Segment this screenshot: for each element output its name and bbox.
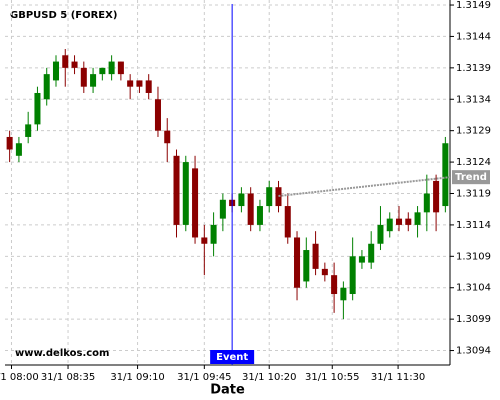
candle-body	[173, 155, 180, 225]
x-axis-label: Date	[210, 383, 245, 398]
event-label: Event	[216, 352, 248, 363]
y-tick-label: 1.3149	[456, 0, 491, 11]
candle-body	[275, 187, 282, 207]
y-tick-label: 1.3104	[456, 283, 491, 294]
x-tick-label: 31/1 09:45	[177, 372, 231, 383]
candle-body	[238, 193, 245, 207]
candle-body	[154, 99, 161, 131]
candle-body	[164, 130, 171, 144]
candle-body	[136, 80, 143, 87]
candle-body	[210, 224, 217, 244]
candle-body	[294, 237, 301, 288]
trend-line	[278, 176, 451, 198]
candle-body	[414, 212, 421, 225]
candle-body	[312, 243, 319, 269]
candle-body	[321, 268, 328, 276]
candle-body	[442, 143, 449, 207]
candle-body	[219, 199, 226, 219]
candle-body	[43, 74, 50, 100]
candle-body	[71, 61, 78, 68]
candle-body	[303, 250, 310, 282]
candle-body	[99, 67, 106, 75]
candle-body	[127, 80, 134, 87]
candle-body	[90, 74, 97, 87]
y-tick-label: 1.3124	[456, 157, 491, 168]
event-label-box	[210, 350, 255, 364]
watermark: www.delkos.com	[15, 348, 109, 359]
candle-body	[340, 287, 347, 301]
candle-body	[182, 162, 189, 225]
candle-body	[145, 80, 152, 93]
candle-body	[34, 92, 41, 125]
candle-body	[108, 61, 115, 75]
y-tick-label: 1.3114	[456, 220, 491, 231]
y-tick-label: 1.3109	[456, 251, 491, 262]
trend-label-box	[452, 170, 490, 185]
candle-body	[117, 61, 124, 75]
candle-body	[52, 61, 60, 81]
candle-body	[358, 256, 365, 263]
x-tick-label: 31/1 10:55	[305, 372, 359, 383]
x-tick-label: 31/1 10:20	[242, 372, 296, 383]
candle-body	[405, 218, 412, 225]
y-tick-label: 1.3129	[456, 126, 491, 137]
y-tick-label: 1.3139	[456, 63, 491, 74]
y-tick-label: 1.3094	[456, 346, 491, 357]
trend-label: Trend	[455, 172, 487, 183]
candle-body	[284, 206, 291, 238]
chart-title: GBPUSD 5 (FOREX)	[10, 10, 117, 21]
candle-body	[6, 136, 13, 150]
candle-body	[266, 187, 273, 207]
y-tick-label: 1.3144	[456, 31, 491, 42]
candle-body	[377, 224, 384, 244]
x-tick-label: 31/1 08:00	[0, 372, 39, 383]
candle-body	[201, 237, 208, 244]
candle-body	[80, 67, 87, 87]
candle-body	[433, 180, 440, 213]
y-tick-label: 1.3134	[456, 94, 491, 105]
y-tick-label: 1.3119	[456, 188, 491, 199]
candle-body	[192, 168, 199, 238]
candle-body	[62, 55, 69, 68]
candle-body	[368, 243, 375, 263]
candle-body	[247, 193, 254, 225]
candle-body	[386, 218, 393, 232]
candle-body	[256, 206, 263, 225]
candle-body	[331, 275, 338, 295]
y-tick-label: 1.3099	[456, 314, 491, 325]
candle-body	[395, 218, 403, 225]
x-tick-label: 31/1 08:35	[41, 372, 95, 383]
candle-body	[15, 143, 22, 156]
candle-body	[25, 124, 32, 137]
x-tick-label: 31/1 09:10	[110, 372, 164, 383]
candle-body	[349, 256, 356, 295]
candle-body	[423, 193, 430, 213]
x-tick-label: 31/1 11:30	[371, 372, 425, 383]
